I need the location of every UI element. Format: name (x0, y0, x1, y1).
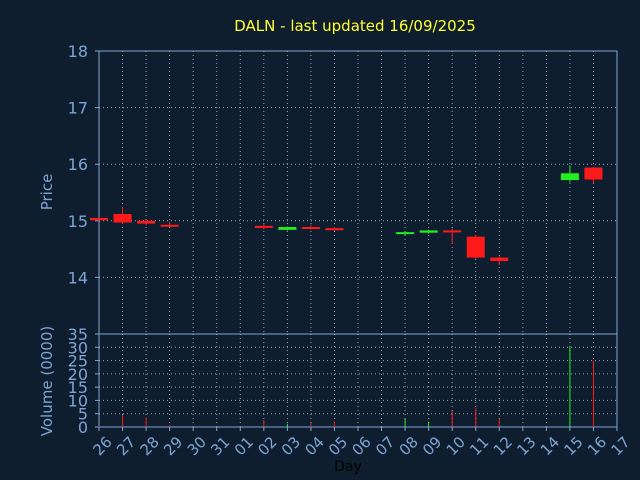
price-y-tick-label: 16 (68, 155, 88, 174)
candle-body (90, 217, 108, 221)
chart-title: DALN - last updated 16/09/2025 (234, 17, 476, 35)
candle-body (113, 214, 132, 223)
volume-y-tick-label: 10 (68, 391, 88, 410)
volume-y-tick-label: 0 (78, 418, 88, 437)
price-y-axis-label: Price (38, 174, 56, 211)
price-y-tick-label: 15 (68, 212, 88, 231)
candles (90, 165, 603, 265)
candle-body (443, 230, 462, 233)
volume-y-tick-label: 5 (78, 405, 88, 424)
candle-body (584, 167, 603, 180)
volume-y-tick-label: 20 (68, 365, 88, 384)
candle-body (560, 173, 579, 181)
price-y-tick-label: 18 (68, 42, 88, 61)
volume-bars (98, 345, 594, 427)
candle-body (301, 227, 320, 230)
price-y-ticks: 14 15 16 17 18 (68, 42, 99, 287)
candle-body (137, 220, 156, 224)
volume-x-axis-label: Day (334, 459, 362, 475)
price-y-tick-label: 14 (68, 268, 88, 287)
candle-body (466, 236, 485, 258)
candle-body (278, 227, 297, 230)
candle-body (490, 257, 509, 261)
volume-y-tick-label: 35 (68, 325, 88, 344)
volume-y-axis-label: Volume (0000) (38, 326, 56, 436)
volume-y-tick-label: 25 (68, 352, 88, 371)
volume-y-tick-label: 15 (68, 378, 88, 397)
candle-body (254, 225, 273, 228)
candle-body (419, 230, 438, 233)
price-y-tick-label: 17 (68, 99, 88, 118)
volume-y-tick-label: 30 (68, 338, 88, 357)
candle-body (396, 232, 415, 235)
candle-body (160, 224, 179, 227)
candle-body (325, 228, 344, 231)
